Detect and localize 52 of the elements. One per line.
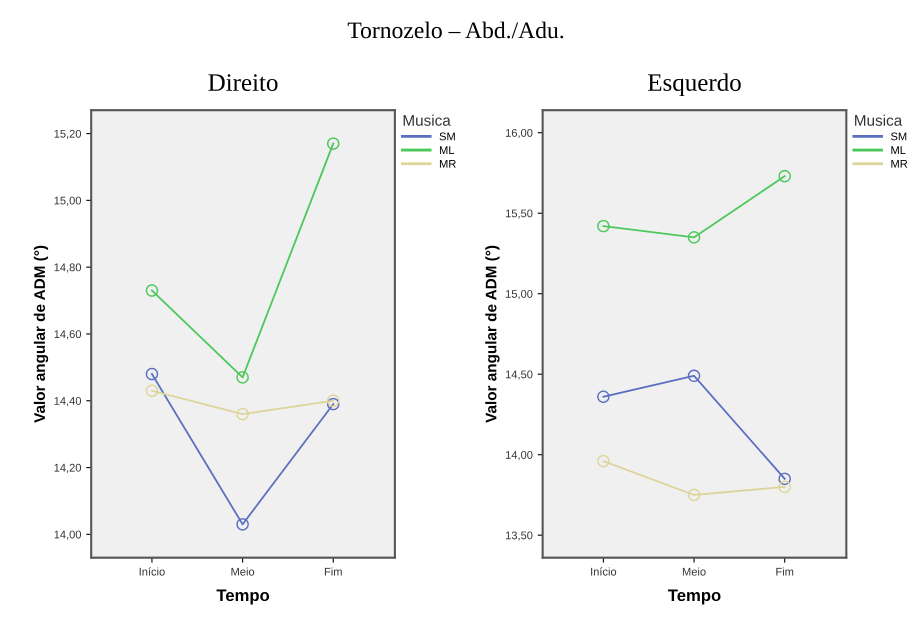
y-tick-label: 15,50 bbox=[506, 209, 532, 219]
x-tick-label: Meio bbox=[682, 567, 706, 576]
point bbox=[146, 368, 158, 380]
x-tick-label: Início bbox=[140, 567, 165, 576]
x-tick-label: Fim bbox=[324, 567, 342, 576]
point bbox=[597, 454, 610, 468]
legend-label: SM bbox=[890, 132, 906, 140]
y-tick-label: 14,80 bbox=[54, 263, 82, 273]
legend-label: MR bbox=[440, 160, 456, 168]
x-tick-label: Meio bbox=[231, 567, 254, 576]
point bbox=[688, 370, 700, 382]
y-tick-label: 14,60 bbox=[54, 330, 82, 340]
y-tick-label: 15,00 bbox=[506, 290, 532, 300]
x-axis-title: Tempo bbox=[216, 590, 270, 604]
y-axis-title: Valor angular de ADM (°) bbox=[485, 246, 500, 423]
point bbox=[236, 518, 249, 531]
point bbox=[597, 220, 610, 232]
chart-title: Esquerdo bbox=[648, 73, 741, 96]
point bbox=[778, 480, 791, 494]
x-tick-label: Início bbox=[591, 567, 616, 576]
legend-label: ML bbox=[891, 146, 906, 154]
point bbox=[597, 390, 610, 403]
y-tick-label: 14,00 bbox=[506, 450, 532, 460]
y-tick-label: 14,20 bbox=[54, 464, 82, 473]
y-tick-label: 14,00 bbox=[54, 530, 82, 540]
y-tick-label: 16,00 bbox=[506, 128, 532, 138]
legend-label: ML bbox=[440, 146, 454, 154]
point bbox=[688, 231, 700, 244]
y-tick-label: 15,00 bbox=[54, 196, 82, 206]
y-tick-label: 13,50 bbox=[506, 531, 532, 541]
y-tick-label: 15,20 bbox=[54, 130, 82, 140]
point bbox=[778, 472, 791, 486]
x-axis-title: Tempo bbox=[668, 590, 721, 604]
point bbox=[778, 170, 791, 182]
point bbox=[236, 371, 249, 384]
y-axis-title: Valor angular de ADM (°) bbox=[34, 246, 48, 423]
text: Tornozelo – Abd./Adu. bbox=[348, 22, 564, 38]
y-tick-label: 14,50 bbox=[506, 370, 532, 380]
point bbox=[146, 384, 158, 397]
x-tick-label: Fim bbox=[776, 567, 794, 576]
point bbox=[688, 488, 700, 502]
point bbox=[327, 394, 340, 407]
point bbox=[236, 408, 249, 420]
point bbox=[327, 137, 340, 150]
chart-title: Direito bbox=[208, 74, 278, 91]
legend-title: Musica bbox=[404, 114, 451, 126]
point bbox=[146, 284, 158, 297]
legend-label: SM bbox=[440, 132, 455, 140]
point bbox=[327, 398, 340, 410]
legend-title: Musica bbox=[855, 114, 902, 126]
legend-label: MR bbox=[891, 160, 908, 168]
y-tick-label: 14,40 bbox=[54, 397, 82, 406]
